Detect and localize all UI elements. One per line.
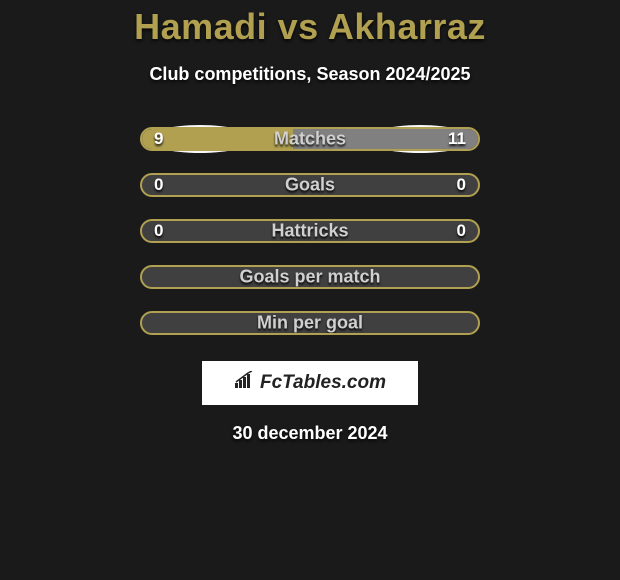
page-subtitle: Club competitions, Season 2024/2025 — [149, 64, 470, 85]
stat-value-left: 0 — [154, 175, 163, 195]
stat-value-right: 11 — [448, 129, 466, 149]
stat-bar: Goals per match — [140, 265, 480, 289]
logo-text: FcTables.com — [260, 372, 386, 394]
stats-rows: Matches 9 11 Goals 0 0 Hattricks 0 0 Goals per ma… — [140, 127, 480, 357]
stat-value-right: 0 — [457, 221, 466, 241]
date-text: 30 december 2024 — [232, 423, 387, 444]
stat-bar: Hattricks 0 0 — [140, 219, 480, 243]
stat-label: Matches — [274, 129, 346, 150]
stat-value-left: 9 — [154, 129, 163, 149]
stat-row: Goals per match — [140, 265, 480, 289]
stat-label: Goals per match — [239, 267, 380, 288]
logo-box: FcTables.com — [202, 361, 418, 405]
stat-label: Hattricks — [271, 221, 348, 242]
stat-row: Goals 0 0 — [140, 173, 480, 197]
bars-icon — [234, 371, 256, 395]
page-title: Hamadi vs Akharraz — [134, 6, 486, 48]
stat-row: Matches 9 11 — [140, 127, 480, 151]
stat-value-right: 0 — [457, 175, 466, 195]
stat-label: Min per goal — [257, 313, 363, 334]
stat-row: Min per goal — [140, 311, 480, 335]
stat-label: Goals — [285, 175, 335, 196]
stat-row: Hattricks 0 0 — [140, 219, 480, 243]
logo: FcTables.com — [234, 371, 386, 395]
stat-bar: Min per goal — [140, 311, 480, 335]
stat-value-left: 0 — [154, 221, 163, 241]
stat-bar: Goals 0 0 — [140, 173, 480, 197]
stat-bar: Matches 9 11 — [140, 127, 480, 151]
infographic-container: Hamadi vs Akharraz Club competitions, Se… — [0, 0, 620, 444]
bar-left-fill — [142, 129, 293, 149]
